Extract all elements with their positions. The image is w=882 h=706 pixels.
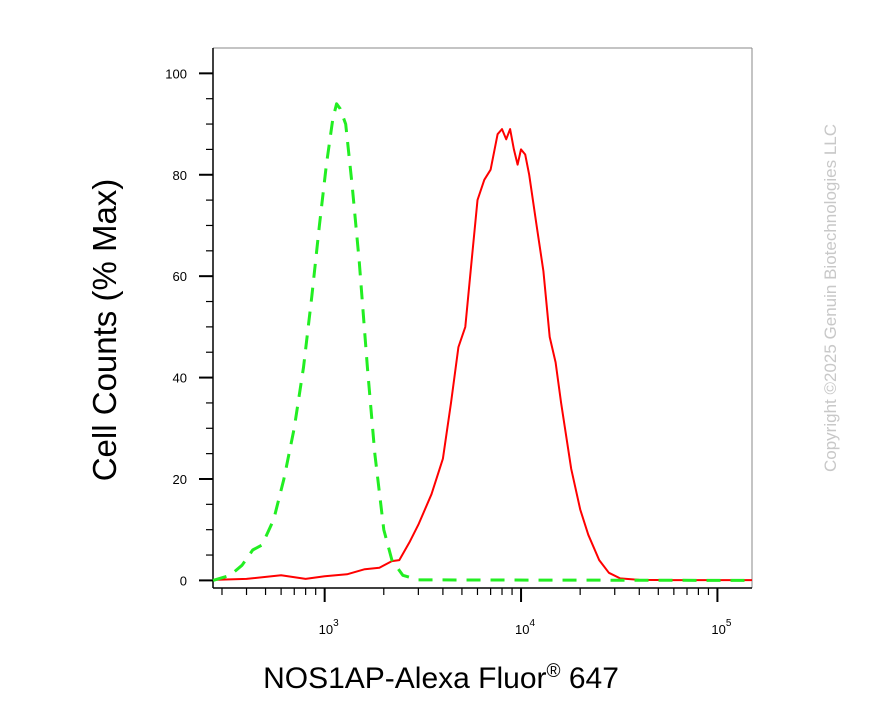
copyright-watermark: Copyright ©2025 Genuin Biotechnologies L… [821, 124, 840, 472]
x-axis-title-registered: ® [547, 661, 561, 682]
y-tick-label: 20 [173, 472, 187, 487]
y-axis: 0 20 40 60 80 100 [165, 66, 213, 588]
y-tick-label: 0 [180, 573, 187, 588]
dashed-histogram-line [212, 102, 753, 582]
y-tick-label: 40 [173, 371, 187, 386]
x-axis-title: NOS1AP-Alexa Fluor® 647 [263, 661, 619, 695]
solid-histogram-line [212, 128, 752, 582]
plot-frame [212, 47, 753, 589]
x-tick-label: 105 [711, 618, 731, 637]
x-tick-label-exponent: 5 [726, 618, 732, 629]
y-axis-title: Cell Counts (% Max) [86, 179, 123, 482]
x-tick-label-base: 10 [711, 622, 725, 637]
x-tick-label-exponent: 3 [333, 618, 339, 629]
x-axis-title-main: NOS1AP-Alexa Fluor [263, 662, 546, 695]
x-axis: 103 104 105 [221, 588, 732, 637]
x-tick-label-base: 10 [515, 622, 529, 637]
x-axis-title-suffix: 647 [561, 662, 619, 695]
y-tick-label: 60 [173, 269, 187, 284]
x-tick-label-base: 10 [319, 622, 333, 637]
x-tick-label: 104 [515, 618, 535, 637]
y-tick-label: 100 [165, 66, 187, 81]
series-layer [212, 102, 753, 582]
x-tick-label-exponent: 4 [529, 618, 535, 629]
y-tick-label: 80 [173, 168, 187, 183]
x-tick-label: 103 [319, 618, 339, 637]
